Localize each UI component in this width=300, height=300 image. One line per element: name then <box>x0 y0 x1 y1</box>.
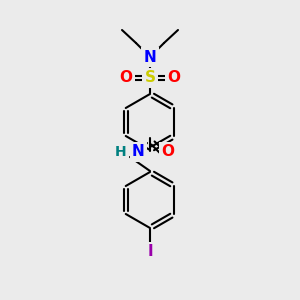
Text: S: S <box>145 70 155 86</box>
Text: O: O <box>167 70 181 86</box>
Text: N: N <box>132 145 145 160</box>
Text: O: O <box>119 70 133 86</box>
Text: O: O <box>161 145 175 160</box>
Text: H: H <box>114 145 126 159</box>
Text: I: I <box>147 244 153 260</box>
Text: N: N <box>144 50 156 64</box>
